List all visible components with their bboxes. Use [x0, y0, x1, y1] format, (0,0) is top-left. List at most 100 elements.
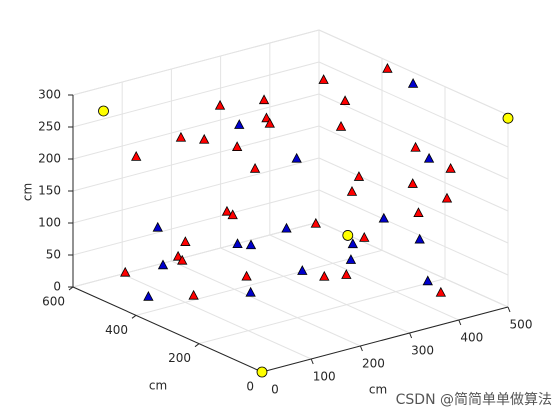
triangle-marker — [281, 222, 292, 233]
y-axis-label: cm — [149, 379, 167, 393]
triangle-marker — [414, 233, 425, 244]
triangle-marker — [339, 95, 351, 106]
triangle-marker — [382, 62, 393, 73]
y-tick-label: 0 — [246, 380, 254, 394]
box-edge — [72, 221, 320, 288]
circle-marker — [256, 366, 268, 378]
triangle-marker — [258, 94, 270, 105]
triangle-marker — [180, 236, 191, 246]
triangle-marker — [318, 74, 329, 84]
triangle-marker — [131, 150, 142, 161]
x-tick — [507, 306, 511, 313]
triangle-marker — [335, 120, 347, 131]
triangle-marker — [423, 152, 435, 163]
x-tick-label: 200 — [362, 357, 385, 371]
x-axis-line — [261, 306, 509, 373]
triangle-marker — [441, 192, 453, 203]
x-tick — [458, 319, 462, 326]
triangle-marker — [319, 270, 330, 281]
grid-line — [318, 93, 509, 180]
z-axis-label: cm — [21, 183, 35, 201]
z-tick-label: 300 — [38, 88, 61, 102]
y-tick-label: 400 — [105, 323, 128, 337]
tick-labels: 0100200300400500020040060005010015020025… — [38, 88, 532, 397]
x-tick — [310, 358, 314, 365]
z-tick-label: 250 — [38, 120, 61, 134]
triangle-marker — [291, 152, 302, 163]
triangle-marker — [345, 254, 357, 264]
x-tick-label: 400 — [460, 331, 483, 345]
z-tick-label: 200 — [38, 152, 61, 166]
triangle-marker — [245, 239, 257, 250]
y-axis-line — [72, 286, 263, 373]
triangle-marker — [175, 131, 187, 142]
x-tick — [409, 332, 413, 339]
x-tick — [359, 345, 363, 352]
triangle-marker — [188, 289, 199, 300]
y-tick — [194, 343, 200, 348]
triangle-marker — [261, 112, 272, 123]
z-tick-label: 150 — [38, 184, 61, 198]
triangle-marker — [249, 162, 261, 173]
axes-box — [68, 94, 511, 378]
z-tick-label: 100 — [38, 216, 61, 230]
triangle-marker — [435, 286, 447, 297]
triangle-marker — [227, 209, 238, 220]
triangle-marker — [245, 286, 256, 297]
box-edge — [318, 29, 509, 116]
x-tick-label: 100 — [313, 370, 336, 384]
triangle-marker — [214, 99, 226, 110]
grid-line — [318, 189, 509, 276]
y-tick — [131, 314, 137, 319]
triangle-marker — [143, 290, 154, 301]
markers — [98, 62, 514, 378]
watermark: CSDN @简简单单做算法 — [396, 391, 552, 408]
x-tick-label: 0 — [271, 383, 279, 397]
grid-line — [72, 189, 320, 256]
triangle-marker — [234, 119, 245, 129]
grid-line — [318, 157, 509, 244]
triangle-marker — [310, 217, 321, 228]
triangle-marker — [232, 238, 243, 249]
grid-line — [72, 61, 320, 128]
triangle-marker — [378, 212, 389, 223]
triangle-marker — [120, 266, 131, 277]
triangle-marker — [231, 141, 243, 151]
triangle-marker — [221, 205, 233, 216]
grid-line — [135, 249, 383, 316]
grid-line — [72, 125, 320, 192]
triangle-marker — [199, 133, 210, 144]
z-tick-label: 0 — [53, 280, 61, 294]
triangle-marker — [341, 269, 352, 279]
grid-line — [318, 125, 509, 212]
triangle-marker — [346, 186, 358, 196]
grid-line — [318, 61, 509, 148]
circle-marker — [502, 112, 514, 124]
circle-marker — [98, 105, 109, 117]
z-tick-label: 50 — [46, 248, 61, 262]
triangle-marker — [353, 171, 365, 181]
y-tick-label: 200 — [168, 351, 191, 365]
triangle-marker — [177, 254, 188, 265]
triangle-marker — [359, 231, 370, 242]
triangle-marker — [413, 207, 424, 217]
triangle-marker — [152, 221, 163, 232]
grid-line — [171, 260, 361, 347]
x-axis-label: cm — [369, 383, 387, 397]
y-tick-label: 600 — [42, 295, 65, 309]
triangle-marker — [241, 270, 252, 281]
x-tick-label: 300 — [411, 344, 434, 358]
triangle-marker — [297, 265, 308, 275]
triangle-marker — [407, 178, 418, 188]
grid-line — [269, 234, 460, 321]
grid-line — [72, 93, 320, 160]
triangle-marker — [422, 275, 433, 286]
triangle-marker — [264, 117, 275, 128]
grid-line — [121, 273, 312, 360]
box-edge — [72, 29, 320, 96]
grid-line — [220, 247, 410, 334]
triangle-marker — [445, 162, 456, 173]
triangle-marker — [407, 78, 419, 88]
x-tick-label: 500 — [510, 318, 533, 332]
